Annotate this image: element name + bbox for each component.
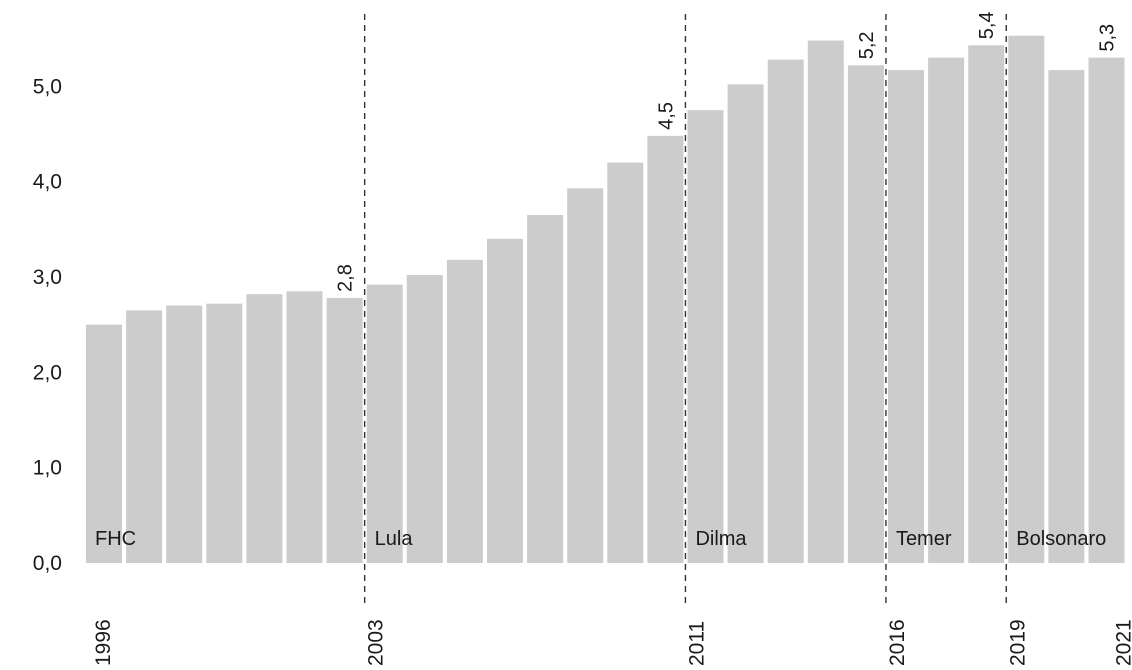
x-tick-label-2019: 2019 xyxy=(1006,619,1029,666)
bar-2021 xyxy=(1088,57,1125,563)
bar-2020 xyxy=(1048,70,1085,564)
x-tick-label-2016: 2016 xyxy=(886,619,909,666)
bar-2008 xyxy=(567,188,604,563)
bar-2013 xyxy=(767,59,804,563)
period-label-temer: Temer xyxy=(896,528,952,550)
bar-1998 xyxy=(166,305,203,563)
data-label-2018: 5,4 xyxy=(976,11,998,39)
x-tick-label-2011: 2011 xyxy=(685,621,708,666)
data-labels: 2,8 4,5 5,2 5,4 5,3 xyxy=(335,11,1119,291)
bar-1999 xyxy=(206,303,243,563)
bar-2007 xyxy=(527,214,564,563)
y-tick-label: 0,0 xyxy=(33,552,62,575)
bar-2002 xyxy=(326,297,363,563)
bar-2009 xyxy=(607,162,644,563)
period-labels: FHC Lula Dilma Temer Bolsonaro xyxy=(95,528,1106,550)
bar-2000 xyxy=(246,294,283,563)
bar-2006 xyxy=(487,238,523,564)
bar-2003 xyxy=(366,284,403,563)
x-tick-label-2021: 2021 xyxy=(1113,619,1132,666)
bar-2005 xyxy=(446,259,483,563)
bar-2016 xyxy=(888,70,924,564)
y-tick-label: 4,0 xyxy=(33,171,62,194)
period-label-fhc: FHC xyxy=(95,528,136,550)
period-label-lula: Lula xyxy=(375,528,414,550)
bar-2011 xyxy=(687,110,724,564)
x-tick-label-1996: 1996 xyxy=(92,619,115,666)
x-axis-ticks: 1996 2003 2011 2016 2019 2021 xyxy=(92,619,1132,666)
y-tick-label: 3,0 xyxy=(33,266,62,289)
data-label-2010: 4,5 xyxy=(655,102,677,130)
period-label-bolsonaro: Bolsonaro xyxy=(1016,528,1106,550)
data-label-2002: 2,8 xyxy=(335,264,357,292)
bar-2017 xyxy=(928,57,965,563)
bar-2014 xyxy=(807,40,844,563)
bar-2001 xyxy=(286,291,323,563)
period-label-dilma: Dilma xyxy=(695,528,747,550)
y-tick-label: 1,0 xyxy=(33,457,62,480)
bar-1997 xyxy=(126,310,163,563)
bars xyxy=(86,35,1125,564)
bar-2012 xyxy=(727,84,764,564)
bar-2015 xyxy=(847,65,884,564)
y-tick-label: 5,0 xyxy=(33,75,62,98)
x-tick-label-2003: 2003 xyxy=(365,619,388,666)
bar-2010 xyxy=(647,135,684,564)
y-axis-ticks: 0,0 1,0 2,0 3,0 4,0 5,0 xyxy=(33,75,62,575)
y-tick-label: 2,0 xyxy=(33,361,62,384)
data-label-2021: 5,3 xyxy=(1097,24,1119,52)
bar-1996 xyxy=(86,324,122,563)
bar-2019 xyxy=(1008,35,1045,563)
bar-2004 xyxy=(406,275,443,563)
bar-2018 xyxy=(968,45,1005,563)
data-label-2015: 5,2 xyxy=(856,31,878,59)
